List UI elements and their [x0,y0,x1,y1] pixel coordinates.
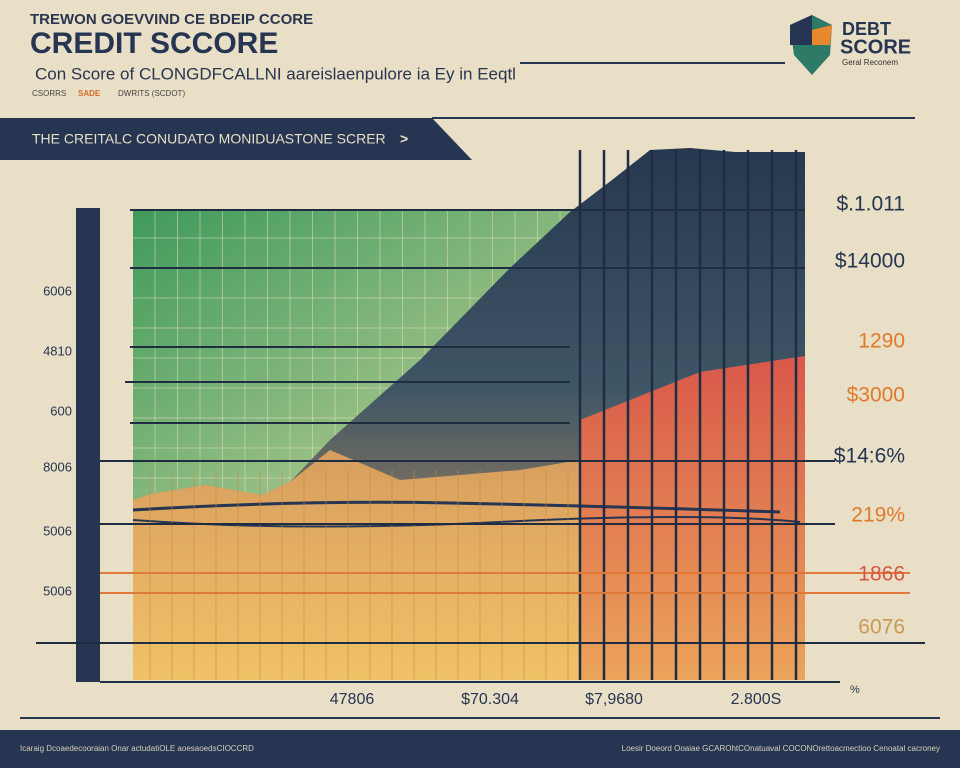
tag: CSORRS [32,89,66,98]
subtitle: Con Score of CLONGDFCALLNI aareislaenpul… [35,64,516,83]
banner-text: THE CREITALC CONUDATO MONIDUASTONE SCRER [32,131,386,147]
bottom-label: 2.800S [731,691,782,708]
right-label: $14:6% [834,445,905,468]
bottom-label: $7,9680 [585,691,643,708]
right-label: $14000 [835,250,905,273]
labels: 6006 4810 600 8006 5006 5006 $.1.011 $14000 1290… [43,193,905,709]
left-label: 8006 [43,459,72,474]
logo-caption: Geral Reconem [842,58,898,67]
footer [0,730,960,768]
left-label: 4810 [43,343,72,358]
right-label: $3000 [847,384,905,407]
tag: DWRITS (SCDOT) [118,89,185,98]
left-label: 5006 [43,583,72,598]
warm-area [133,450,580,680]
trend-line [132,516,801,528]
right-label: 6076 [858,616,905,639]
banner-arrow: > [400,131,408,147]
logo: DEBT SCORE Geral Reconem [790,15,911,75]
left-label: 6006 [43,283,72,298]
vertical-bars [149,150,798,680]
logo-part [790,15,812,45]
logo-title: SCORE [840,36,911,58]
bottom-label: $70.304 [461,691,519,708]
left-label: 5006 [43,523,72,538]
logo-title: DEBT [842,19,891,39]
right-label: 1866 [858,563,905,586]
kicker: TREWON GOEVVIND CE BDEIP CCORE [30,11,313,28]
left-bar [76,208,100,682]
horizontal-lines [36,209,925,683]
right-label: $.1.011 [836,193,905,216]
footer-text: Icaraig Dcoaedecooraian Onar actudatiOLE… [20,744,254,753]
title: CREDIT SCCORE [30,27,278,60]
banner [0,118,472,160]
right-label: 1290 [858,330,905,353]
left-label: 600 [50,403,72,418]
trend-line [132,500,781,514]
tag: SADE [78,89,101,98]
bottom-label: 47806 [330,691,375,708]
footer-text: Loesir Doeord Ooaiae GCAROhtCOnatuaval C… [622,744,940,753]
logo-part [812,25,832,45]
right-label: 219% [851,504,905,527]
corner-label: % [850,684,860,696]
